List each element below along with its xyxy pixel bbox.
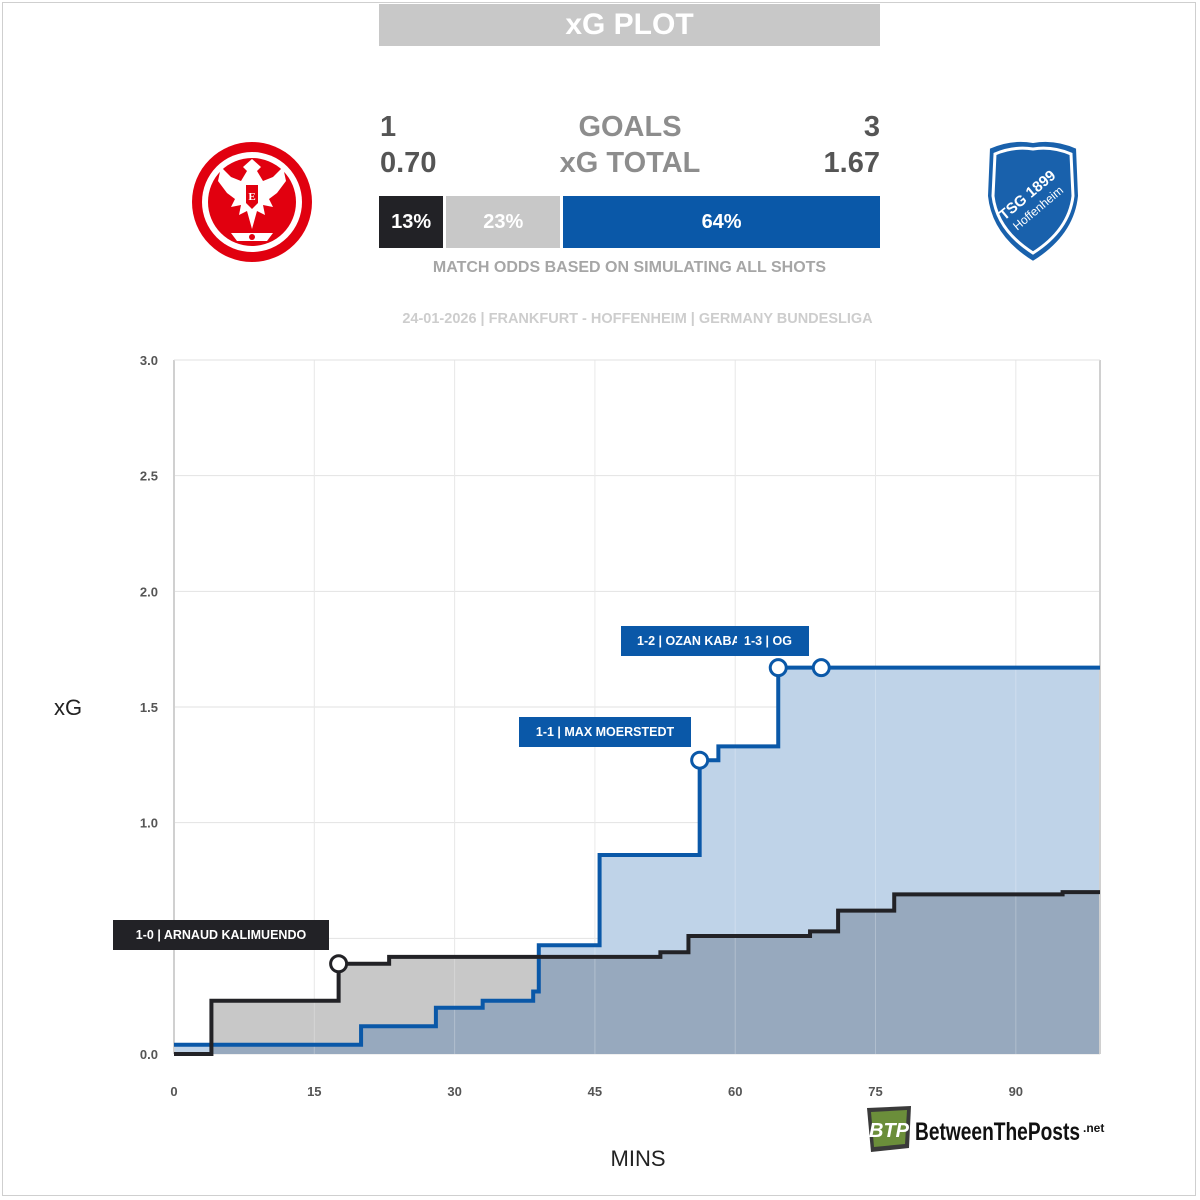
frankfurt-xg-line (174, 890, 1100, 1056)
home-xg-total: 0.70 (380, 147, 437, 179)
home-win-odds: 13% (379, 196, 444, 248)
x-tick-label: 30 (447, 1084, 461, 1099)
match-info: 24-01-2026 | FRANKFURT - HOFFENHEIM | GE… (402, 311, 873, 327)
goal-label-text: 1-0 | ARNAUD KALIMUENDO (136, 928, 307, 942)
hoffenheim-xg-line (174, 665, 1100, 1047)
xg-total-label: xG TOTAL (559, 147, 701, 179)
x-axis-label: MINS (610, 1146, 666, 1171)
away-goals: 3 (863, 111, 880, 143)
away-win-odds: 64% (563, 196, 880, 248)
plot-title: xG PLOT (379, 4, 880, 46)
goal-label-text: 1-1 | MAX MOERSTEDT (536, 725, 675, 739)
btp-suffix: .net (1083, 1121, 1104, 1135)
frankfurt-crest-logo: E (192, 142, 312, 262)
goal-marker (329, 954, 349, 974)
btp-mark: BTP (869, 1120, 910, 1142)
x-tick-label: 0 (170, 1084, 177, 1099)
odds-caption: MATCH ODDS BASED ON SIMULATING ALL SHOTS (432, 259, 827, 276)
draw-odds: 23% (446, 196, 561, 248)
goal-label-box (113, 920, 329, 950)
home-goals: 1 (380, 111, 397, 143)
x-tick-label: 90 (1009, 1084, 1023, 1099)
goal-marker (768, 658, 788, 678)
y-tick-label: 0.0 (140, 1047, 158, 1062)
away-xg-total: 1.67 (823, 147, 880, 179)
y-axis-label: xG (54, 695, 83, 720)
goals-row: 1 GOALS 3 (380, 111, 880, 147)
goal-marker (811, 658, 831, 678)
x-tick-label: 60 (728, 1084, 742, 1099)
goal-label-box (519, 717, 691, 747)
y-tick-label: 1.5 (140, 700, 158, 715)
y-tick-label: 2.0 (140, 584, 158, 599)
goal-marker (690, 750, 710, 770)
y-tick-label: 2.5 (140, 469, 158, 484)
y-tick-label: 3.0 (140, 353, 158, 368)
y-tick-label: 1.0 (140, 816, 158, 831)
betweentheposts-logo: BTP BetweenThePosts .net (865, 1104, 1110, 1154)
goal-label-text: 1-2 | OZAN KABA (637, 634, 741, 648)
x-tick-label: 15 (307, 1084, 321, 1099)
goal-label-box (621, 626, 809, 656)
hoffenheim-crest-logo: TSG 1899 Hoffenheim (985, 139, 1081, 264)
goals-label: GOALS (578, 111, 682, 143)
x-tick-label: 75 (868, 1084, 882, 1099)
xg-total-row: 0.70 xG TOTAL 1.67 (380, 147, 880, 183)
svg-text:E: E (248, 191, 255, 203)
btp-text: BetweenThePosts (915, 1118, 1080, 1146)
goal-label-text: 1-3 | OG (744, 634, 792, 648)
match-odds-bar: 13% 23% 64% (379, 196, 880, 248)
x-tick-label: 45 (588, 1084, 602, 1099)
